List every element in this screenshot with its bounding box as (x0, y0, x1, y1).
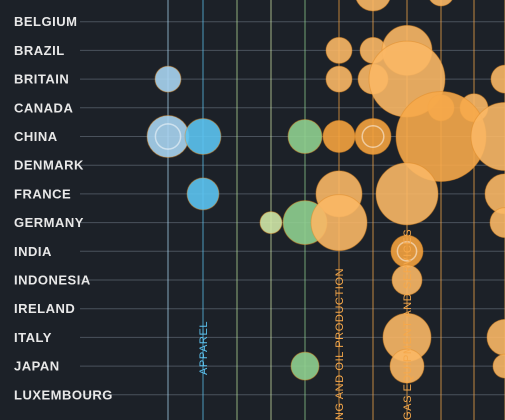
row-label: BRITAIN (14, 72, 69, 87)
row-label: CANADA (14, 100, 73, 115)
data-bubble (325, 65, 353, 93)
data-bubble (355, 0, 391, 12)
row-label: INDONESIA (14, 273, 91, 288)
industry-label: NG AND OIL PRODUCTION (334, 268, 346, 420)
data-bubble (470, 102, 505, 171)
data-bubble (184, 118, 222, 155)
data-bubble (484, 173, 505, 215)
data-bubble (489, 207, 505, 239)
row-label: CHINA (14, 129, 58, 144)
data-bubble (354, 118, 392, 155)
row-label: FRANCE (14, 186, 71, 201)
data-bubble (186, 177, 220, 211)
bubble-ring (396, 240, 418, 262)
row-label: ITALY (14, 330, 52, 345)
data-bubble (389, 348, 425, 384)
row-label: IRELAND (14, 301, 75, 316)
row-label: GERMANY (14, 215, 84, 230)
row-label: BRAZIL (14, 43, 65, 58)
row-label: BELGIUM (14, 14, 77, 29)
data-bubble (287, 119, 323, 154)
row-label: INDIA (14, 244, 52, 259)
data-bubble (310, 194, 368, 252)
industry-label: APPAREL (198, 321, 210, 375)
data-bubble (259, 211, 283, 235)
bubble-ring (154, 123, 182, 150)
industry-label: GAS EQUIPMENT AND SERVICES (402, 229, 414, 420)
bubble-ring (361, 124, 385, 149)
data-bubble (146, 115, 190, 158)
data-bubble (429, 0, 453, 7)
data-bubble (490, 64, 505, 94)
row-label: JAPAN (14, 359, 60, 374)
data-bubble (154, 65, 182, 93)
data-bubble (375, 162, 439, 226)
data-bubble (391, 264, 423, 296)
data-bubble (492, 353, 505, 379)
row-label: DENMARK (14, 158, 84, 173)
data-bubble (325, 36, 353, 64)
data-bubble (290, 351, 320, 381)
data-bubble (486, 318, 505, 356)
row-label: LUXEMBOURG (14, 387, 113, 402)
data-bubble (322, 120, 356, 153)
row-label: AUSTRIA (14, 0, 75, 1)
